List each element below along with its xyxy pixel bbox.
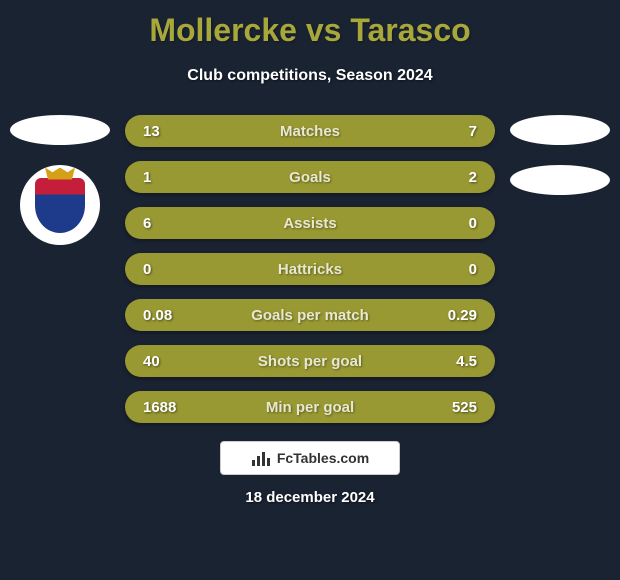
stat-label: Matches (195, 123, 425, 140)
stat-right-value: 525 (425, 399, 495, 416)
stat-label: Shots per goal (195, 353, 425, 370)
stat-row-goals-per-match: 0.08 Goals per match 0.29 (125, 299, 495, 331)
left-club-badge (20, 165, 100, 245)
stat-label: Min per goal (195, 399, 425, 416)
left-logo-placeholder (10, 115, 110, 145)
date-label: 18 december 2024 (0, 489, 620, 506)
stat-right-value: 0 (425, 261, 495, 278)
footer-brand-badge[interactable]: FcTables.com (220, 441, 400, 475)
footer-brand-text: FcTables.com (277, 450, 369, 466)
stat-row-assists: 6 Assists 0 (125, 207, 495, 239)
left-team-logos (10, 115, 110, 245)
stat-label: Goals (195, 169, 425, 186)
stat-right-value: 4.5 (425, 353, 495, 370)
stat-left-value: 1 (125, 169, 195, 186)
stat-right-value: 0 (425, 215, 495, 232)
stat-left-value: 6 (125, 215, 195, 232)
right-logo-placeholder-1 (510, 115, 610, 145)
stat-left-value: 0 (125, 261, 195, 278)
stat-left-value: 40 (125, 353, 195, 370)
stat-right-value: 0.29 (425, 307, 495, 324)
stat-label: Hattricks (195, 261, 425, 278)
stat-row-matches: 13 Matches 7 (125, 115, 495, 147)
stat-row-hattricks: 0 Hattricks 0 (125, 253, 495, 285)
stat-right-value: 2 (425, 169, 495, 186)
content-area: 13 Matches 7 1 Goals 2 6 Assists 0 0 Hat… (0, 115, 620, 506)
right-logo-placeholder-2 (510, 165, 610, 195)
stats-container: 13 Matches 7 1 Goals 2 6 Assists 0 0 Hat… (125, 115, 495, 423)
stat-label: Goals per match (195, 307, 425, 324)
stat-row-min-per-goal: 1688 Min per goal 525 (125, 391, 495, 423)
stat-right-value: 7 (425, 123, 495, 140)
chart-icon (251, 450, 271, 466)
page-title: Mollercke vs Tarasco (0, 0, 620, 49)
stat-left-value: 1688 (125, 399, 195, 416)
stat-label: Assists (195, 215, 425, 232)
stat-row-shots-per-goal: 40 Shots per goal 4.5 (125, 345, 495, 377)
subtitle: Club competitions, Season 2024 (0, 67, 620, 85)
stat-row-goals: 1 Goals 2 (125, 161, 495, 193)
stat-left-value: 0.08 (125, 307, 195, 324)
right-team-logos (510, 115, 610, 215)
crown-icon (45, 168, 75, 180)
shield-icon (35, 178, 85, 233)
badge-circle (20, 165, 100, 245)
stat-left-value: 13 (125, 123, 195, 140)
